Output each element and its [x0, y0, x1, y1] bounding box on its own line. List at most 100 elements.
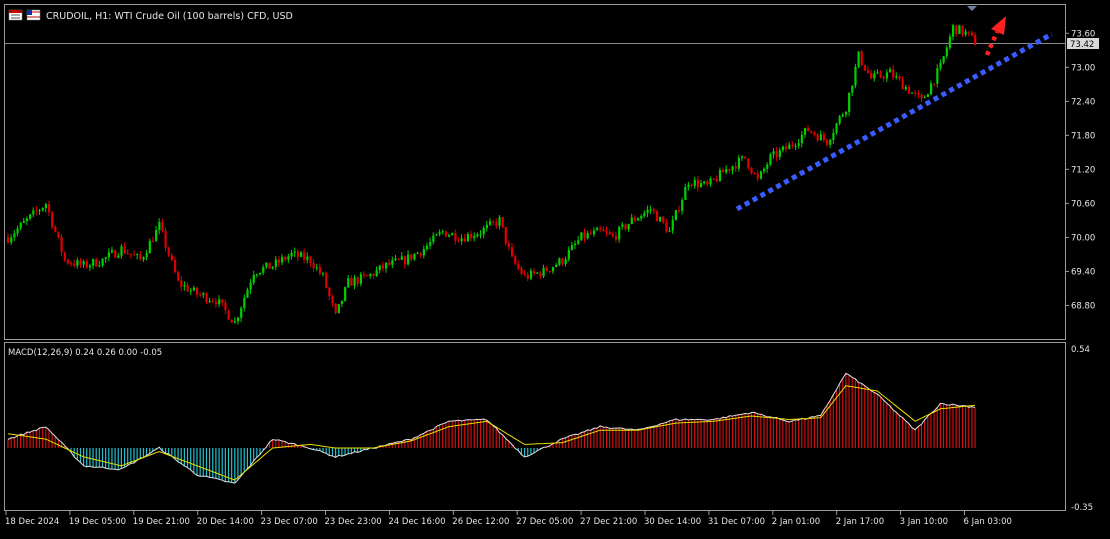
- candle-body: [463, 238, 466, 242]
- price-scale[interactable]: 73.60 73.00 72.40 71.80 71.20 70.60 70.00 69.40…: [1065, 29, 1095, 311]
- candle-body: [233, 321, 236, 323]
- candle-body: [662, 216, 665, 223]
- time-tick-label: 18 Dec 2024: [5, 517, 59, 527]
- candle-body: [274, 259, 277, 267]
- candle-body: [769, 154, 772, 165]
- current-price-badge: 73.42: [1067, 38, 1099, 50]
- candle-body: [728, 168, 731, 171]
- candle-body: [611, 234, 614, 237]
- candle-body: [832, 132, 835, 141]
- candle-body: [822, 134, 826, 140]
- candle-body: [567, 249, 570, 260]
- time-tick-label: 19 Dec 21:00: [133, 517, 190, 527]
- candle-body: [803, 128, 807, 135]
- time-tick-label: 24 Dec 16:00: [388, 517, 445, 527]
- candle-body: [507, 243, 511, 247]
- chart-window-icon[interactable]: [8, 9, 23, 21]
- candle-body: [681, 200, 684, 211]
- candle-body: [763, 168, 766, 172]
- price-tick-label: 71.80: [1071, 131, 1095, 141]
- candle-body: [709, 178, 712, 185]
- price-tick-label: 68.80: [1071, 301, 1095, 311]
- candle-body: [114, 250, 117, 258]
- candle-body: [756, 173, 759, 179]
- candle-body: [25, 218, 29, 222]
- candle-body: [536, 272, 539, 274]
- candle-body: [942, 56, 945, 63]
- candle-body: [526, 275, 529, 279]
- candle-body: [123, 246, 126, 254]
- candle-body: [372, 274, 375, 276]
- candle-body: [643, 212, 646, 217]
- candle-body: [82, 261, 85, 265]
- candle-body: [473, 236, 476, 238]
- candle-body: [101, 258, 104, 266]
- candle-body: [920, 94, 923, 98]
- time-axis[interactable]: 18 Dec 2024 19 Dec 05:00 19 Dec 21:00 20 De…: [5, 511, 1012, 527]
- candle-body: [145, 253, 148, 258]
- candle-body: [416, 252, 419, 254]
- candle-body: [328, 287, 331, 297]
- candle-body: [47, 204, 51, 213]
- candle-body: [429, 241, 432, 246]
- candle-body: [425, 245, 429, 250]
- chart-shift-marker-icon[interactable]: [967, 6, 977, 11]
- candle-body: [958, 25, 961, 34]
- candle-body: [63, 252, 66, 260]
- candle-body: [911, 92, 914, 94]
- candle-body: [230, 319, 233, 323]
- candle-body: [844, 112, 848, 115]
- candle-body: [476, 234, 479, 237]
- candle-body: [296, 251, 299, 257]
- candle-body: [488, 221, 492, 225]
- candle-body: [926, 94, 929, 97]
- candle-body: [378, 265, 381, 271]
- candle-body: [303, 252, 306, 260]
- candle-body: [284, 257, 287, 260]
- candle-body: [501, 217, 504, 227]
- candle-body: [520, 268, 523, 275]
- candle-body: [945, 47, 948, 57]
- candle-body: [592, 230, 596, 235]
- candle-body: [315, 267, 318, 269]
- flag-icon[interactable]: [26, 9, 41, 21]
- candle-body: [781, 146, 785, 151]
- candle-body: [460, 238, 463, 242]
- candle-body: [602, 229, 605, 232]
- candle-body: [898, 76, 901, 79]
- candle-body: [816, 134, 819, 141]
- candle-body: [391, 260, 394, 265]
- candle-body: [246, 289, 249, 298]
- candle-body: [570, 245, 574, 250]
- bullish-arrow-icon[interactable]: [984, 16, 1006, 56]
- candle-body: [211, 300, 214, 302]
- candle-body: [359, 274, 362, 284]
- macd-label: MACD(12,26,9) 0.24 0.26 0.00 -0.05: [8, 348, 162, 358]
- candle-body: [740, 156, 744, 158]
- candle-body: [129, 253, 133, 255]
- signal-line: [7, 385, 976, 481]
- candle-body: [577, 240, 580, 244]
- candle-body: [599, 228, 602, 230]
- candle-body: [173, 259, 177, 273]
- candle-body: [120, 246, 123, 256]
- candle-body: [967, 31, 970, 33]
- candle-body: [882, 76, 885, 79]
- candle-body: [511, 246, 514, 257]
- trend-line[interactable]: [735, 31, 1054, 212]
- candle-body: [734, 166, 737, 169]
- candle-body: [347, 278, 350, 288]
- candle-body: [92, 259, 95, 266]
- candle-body: [964, 31, 967, 35]
- candle-body: [268, 262, 271, 269]
- time-tick-label: 27 Dec 05:00: [516, 517, 573, 527]
- candle-body: [901, 78, 904, 90]
- candle-body: [929, 83, 933, 95]
- candle-body: [800, 134, 803, 144]
- candle-body: [403, 256, 407, 265]
- candle-body: [703, 181, 706, 184]
- candle-body: [684, 187, 687, 201]
- candle-body: [309, 256, 312, 264]
- candle-body: [148, 240, 151, 254]
